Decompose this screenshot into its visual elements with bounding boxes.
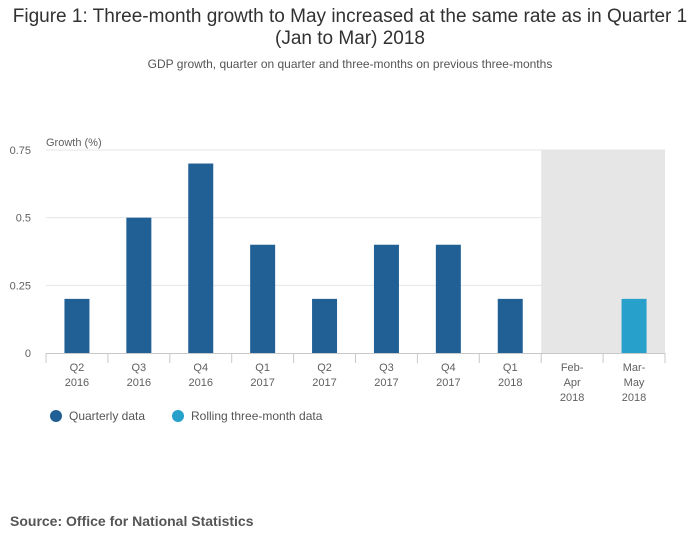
y-tick-label: 0.5 [16,213,31,225]
bar [250,244,276,353]
legend-label: Quarterly data [69,409,145,423]
x-tick-label: Q4 2016 [189,362,213,389]
bar [435,244,461,353]
bar [497,298,523,353]
x-tick-label: Q3 2016 [127,362,151,389]
y-tick-label: 0 [25,348,31,360]
bar [373,244,399,353]
bar [621,298,647,353]
bar [64,298,90,353]
source-note: Source: Office for National Statistics [10,513,254,529]
legend-label: Rolling three-month data [191,409,323,423]
x-tick-label: Mar-May 2018 [622,362,646,404]
y-axis-label: Growth (%) [46,137,102,149]
x-tick-label: Q2 2016 [65,362,89,389]
chart-title: Figure 1: Three-month growth to May incr… [12,6,688,49]
bar [312,298,338,353]
legend-marker [172,410,184,422]
y-tick-label: 0.75 [10,145,31,157]
x-tick-label: Q2 2017 [312,362,336,389]
x-tick-label: Q3 2017 [374,362,398,389]
legend-marker [50,410,62,422]
x-tick-label: Feb-Apr 2018 [560,362,584,404]
legend: Quarterly data Rolling three-month data [50,409,323,423]
bar [188,163,214,353]
y-tick-label: 0.25 [10,280,31,292]
x-tick-label: Q4 2017 [436,362,460,389]
x-tick-label: Q1 2017 [250,362,274,389]
bars [64,163,647,353]
bar [126,217,152,353]
axes: Q2 2016 Q3 2016 Q4 2016 Q1 2017 Q2 2017 Q3 2017 Q4 20… [45,353,666,404]
chart-subtitle: GDP growth, quarter on quarter and three… [147,57,553,71]
x-tick-label: Q1 2018 [498,362,522,389]
